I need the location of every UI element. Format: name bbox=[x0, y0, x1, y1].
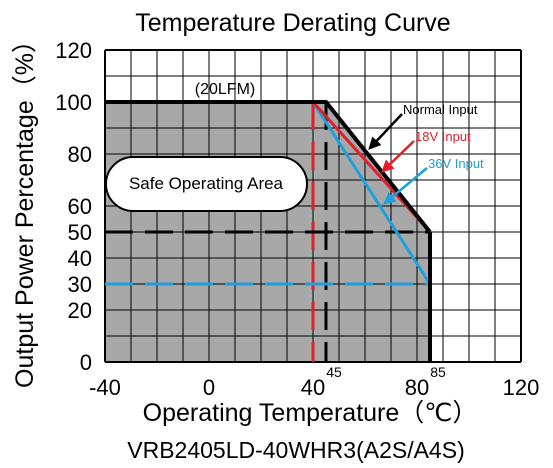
series-annotations: Normal Input 18V Input 36V Input bbox=[368, 102, 484, 205]
y-tick-label: 100 bbox=[55, 90, 92, 115]
marker-label: 85 bbox=[430, 364, 446, 380]
annotation-18v-input: 18V Input bbox=[415, 129, 471, 144]
series-line-0 bbox=[105, 100, 432, 234]
arrow-normal-input bbox=[368, 113, 403, 150]
safe-area-label: Safe Operating Area bbox=[129, 174, 284, 193]
y-tick-label: 80 bbox=[68, 142, 92, 167]
x-tick-label: 0 bbox=[203, 375, 215, 400]
series-line-2 bbox=[311, 101, 432, 285]
arrow-18v-input bbox=[381, 140, 415, 173]
x-tick-label: 40 bbox=[301, 375, 325, 400]
airflow-label: (20LFM) bbox=[195, 81, 255, 98]
safe-area-box bbox=[105, 156, 308, 212]
y-tick-label: 50 bbox=[68, 220, 92, 245]
model-subtitle: VRB2405LD-40WHR3(A2S/A4S) bbox=[127, 437, 464, 463]
y-tick-label: 40 bbox=[68, 246, 92, 271]
y-tick-label: 120 bbox=[55, 38, 92, 63]
y-tick-label: 30 bbox=[68, 272, 92, 297]
y-tick-label: 60 bbox=[68, 194, 92, 219]
y-tick-label: 0 bbox=[80, 350, 92, 375]
annotation-normal-input: Normal Input bbox=[403, 102, 478, 117]
marker-labels: 45 85 bbox=[326, 364, 446, 380]
x-tick-label: 80 bbox=[405, 375, 429, 400]
arrow-36v-input bbox=[383, 167, 428, 205]
y-axis-title: Output Power Percentage（%） bbox=[11, 28, 39, 388]
chart-title: Temperature Derating Curve bbox=[135, 9, 450, 37]
annotation-36v-input: 36V Input bbox=[428, 156, 484, 171]
series-lines bbox=[105, 100, 432, 362]
x-tick-label: 120 bbox=[503, 375, 540, 400]
marker-label: 45 bbox=[326, 364, 342, 380]
y-tick-label: 20 bbox=[68, 298, 92, 323]
x-axis-title: Operating Temperature（℃） bbox=[143, 399, 478, 427]
reference-lines bbox=[105, 102, 430, 362]
x-tick-label: -40 bbox=[89, 375, 121, 400]
